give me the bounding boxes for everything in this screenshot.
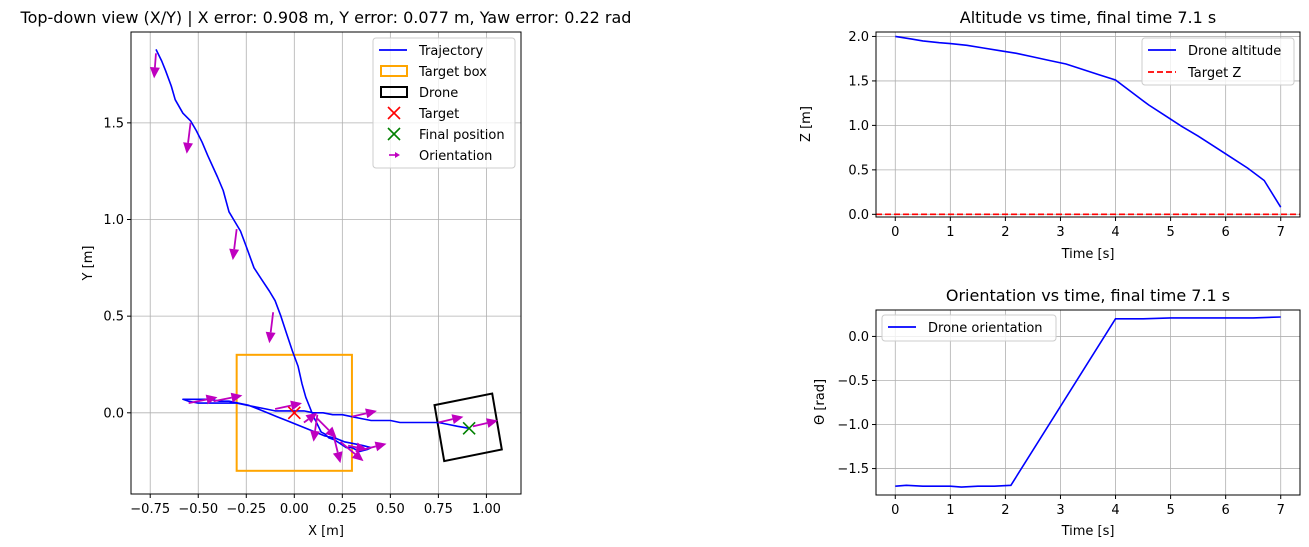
- legend-drone: Drone: [419, 86, 458, 101]
- orientation-ylabel: Θ [rad]: [813, 379, 828, 425]
- orientation-frame: [875, 309, 1301, 496]
- orientation-arrow: [265, 312, 276, 344]
- orientation-arrow: [351, 408, 377, 419]
- topdown-xtick-label: 0.50: [376, 502, 405, 517]
- orientation-xtick-label: 7: [1277, 503, 1285, 518]
- altitude-title: Altitude vs time, final time 7.1 s: [960, 8, 1216, 27]
- legend-trajectory: Trajectory: [418, 44, 483, 59]
- orientation-arrow: [274, 400, 302, 411]
- altitude-xtick-label: 6: [1222, 225, 1230, 240]
- orientation-arrow: [438, 414, 464, 424]
- orientation-title: Orientation vs time, final time 7.1 s: [946, 286, 1230, 305]
- orientation-ytick-label: −0.5: [837, 374, 869, 389]
- altitude-legend: Drone altitude Target Z: [1141, 37, 1295, 86]
- orientation-xtick-label: 2: [1001, 503, 1009, 518]
- altitude-ytick-label: 0.5: [848, 163, 869, 178]
- legend-drone-altitude: Drone altitude: [1188, 44, 1281, 59]
- orientation-ytick-label: −1.5: [837, 462, 869, 477]
- altitude-xtick-label: 2: [1001, 225, 1009, 240]
- altitude-plot: Altitude vs time, final time 7.1 s 0 1 2 3 4…: [799, 8, 1301, 262]
- orientation-plot: Orientation vs time, final time 7.1 s 0 1…: [813, 286, 1301, 539]
- orientation-xtick-label: 5: [1166, 503, 1174, 518]
- topdown-legend: Trajectory Target box Drone Target Final…: [372, 37, 516, 169]
- orientation-arrow: [310, 414, 320, 442]
- legend-target-box: Target box: [418, 65, 487, 80]
- orientation-xtick-label: 4: [1111, 503, 1119, 518]
- altitude-ytick-label: 1.5: [848, 74, 869, 89]
- altitude-xtick-label: 4: [1111, 225, 1119, 240]
- topdown-xtick-label: −0.25: [226, 502, 266, 517]
- topdown-ylabel: Y [m]: [81, 246, 96, 282]
- altitude-ylabel: Z [m]: [799, 106, 814, 142]
- topdown-ytick-label: 0.0: [103, 406, 124, 421]
- altitude-xtick-label: 1: [946, 225, 954, 240]
- altitude-ytick-label: 1.0: [848, 119, 869, 134]
- orientation-xtick-label: 1: [946, 503, 954, 518]
- legend-orientation-arrow: [389, 152, 400, 158]
- orientation-arrow: [472, 418, 498, 428]
- topdown-ytick-label: 1.5: [103, 116, 124, 131]
- orientation-xlabel: Time [s]: [1061, 524, 1115, 539]
- topdown-xtick-label: 0.75: [424, 502, 453, 517]
- final-position-marker: [462, 421, 476, 435]
- legend-orientation: Orientation: [419, 149, 492, 164]
- topdown-ytick-label: 1.0: [103, 213, 124, 228]
- altitude-ytick-label: 0.0: [848, 208, 869, 223]
- altitude-xlabel: Time [s]: [1061, 247, 1115, 262]
- orientation-xtick-label: 6: [1222, 503, 1230, 518]
- topdown-frame: [130, 31, 522, 495]
- orientation-xtick-label: 3: [1056, 503, 1064, 518]
- topdown-title: Top-down view (X/Y) | X error: 0.908 m, …: [20, 8, 632, 27]
- altitude-xtick-label: 7: [1277, 225, 1285, 240]
- orientation-arrow: [229, 229, 240, 261]
- altitude-xtick-label: 3: [1056, 225, 1064, 240]
- altitude-frame: [875, 31, 1301, 218]
- altitude-line: [895, 35, 1282, 208]
- topdown-plot: Top-down view (X/Y) | X error: 0.908 m, …: [20, 8, 632, 539]
- orientation-arrow: [213, 392, 243, 403]
- legend-drone-orientation: Drone orientation: [928, 321, 1043, 336]
- topdown-xtick-label: −0.50: [178, 502, 218, 517]
- legend-target-box-swatch: [380, 65, 408, 77]
- legend-final-position: Final position: [419, 128, 505, 143]
- topdown-xtick-label: −0.75: [130, 502, 170, 517]
- orientation-line: [895, 316, 1281, 488]
- orientation-ytick-label: 0.0: [848, 330, 869, 345]
- legend-drone-swatch: [380, 86, 408, 98]
- target-marker: [287, 406, 301, 420]
- topdown-xtick-label: 0.00: [280, 502, 309, 517]
- altitude-xtick-label: 5: [1166, 225, 1174, 240]
- orientation-ytick-label: −1.0: [837, 418, 869, 433]
- topdown-xtick-label: 0.25: [328, 502, 357, 517]
- orientation-arrow: [339, 441, 364, 462]
- legend-target: Target: [418, 107, 459, 122]
- orientation-arrow: [363, 441, 387, 452]
- topdown-xtick-label: 1.00: [472, 502, 501, 517]
- legend-target-z: Target Z: [1187, 66, 1241, 81]
- altitude-xtick-label: 0: [891, 225, 899, 240]
- drone-box: [433, 392, 503, 463]
- topdown-xlabel: X [m]: [308, 524, 344, 539]
- topdown-ytick-label: 0.5: [103, 310, 124, 325]
- legend-target-marker: [387, 106, 401, 120]
- orientation-arrow: [331, 431, 343, 464]
- orientation-arrow: [183, 122, 193, 154]
- orientation-arrow: [303, 412, 318, 424]
- orientation-legend: Drone orientation: [881, 314, 1057, 342]
- orientation-arrow: [149, 53, 160, 79]
- orientation-xtick-label: 0: [891, 503, 899, 518]
- orientation-arrow: [188, 394, 218, 405]
- legend-final-marker: [387, 127, 401, 141]
- altitude-ytick-label: 2.0: [848, 30, 869, 45]
